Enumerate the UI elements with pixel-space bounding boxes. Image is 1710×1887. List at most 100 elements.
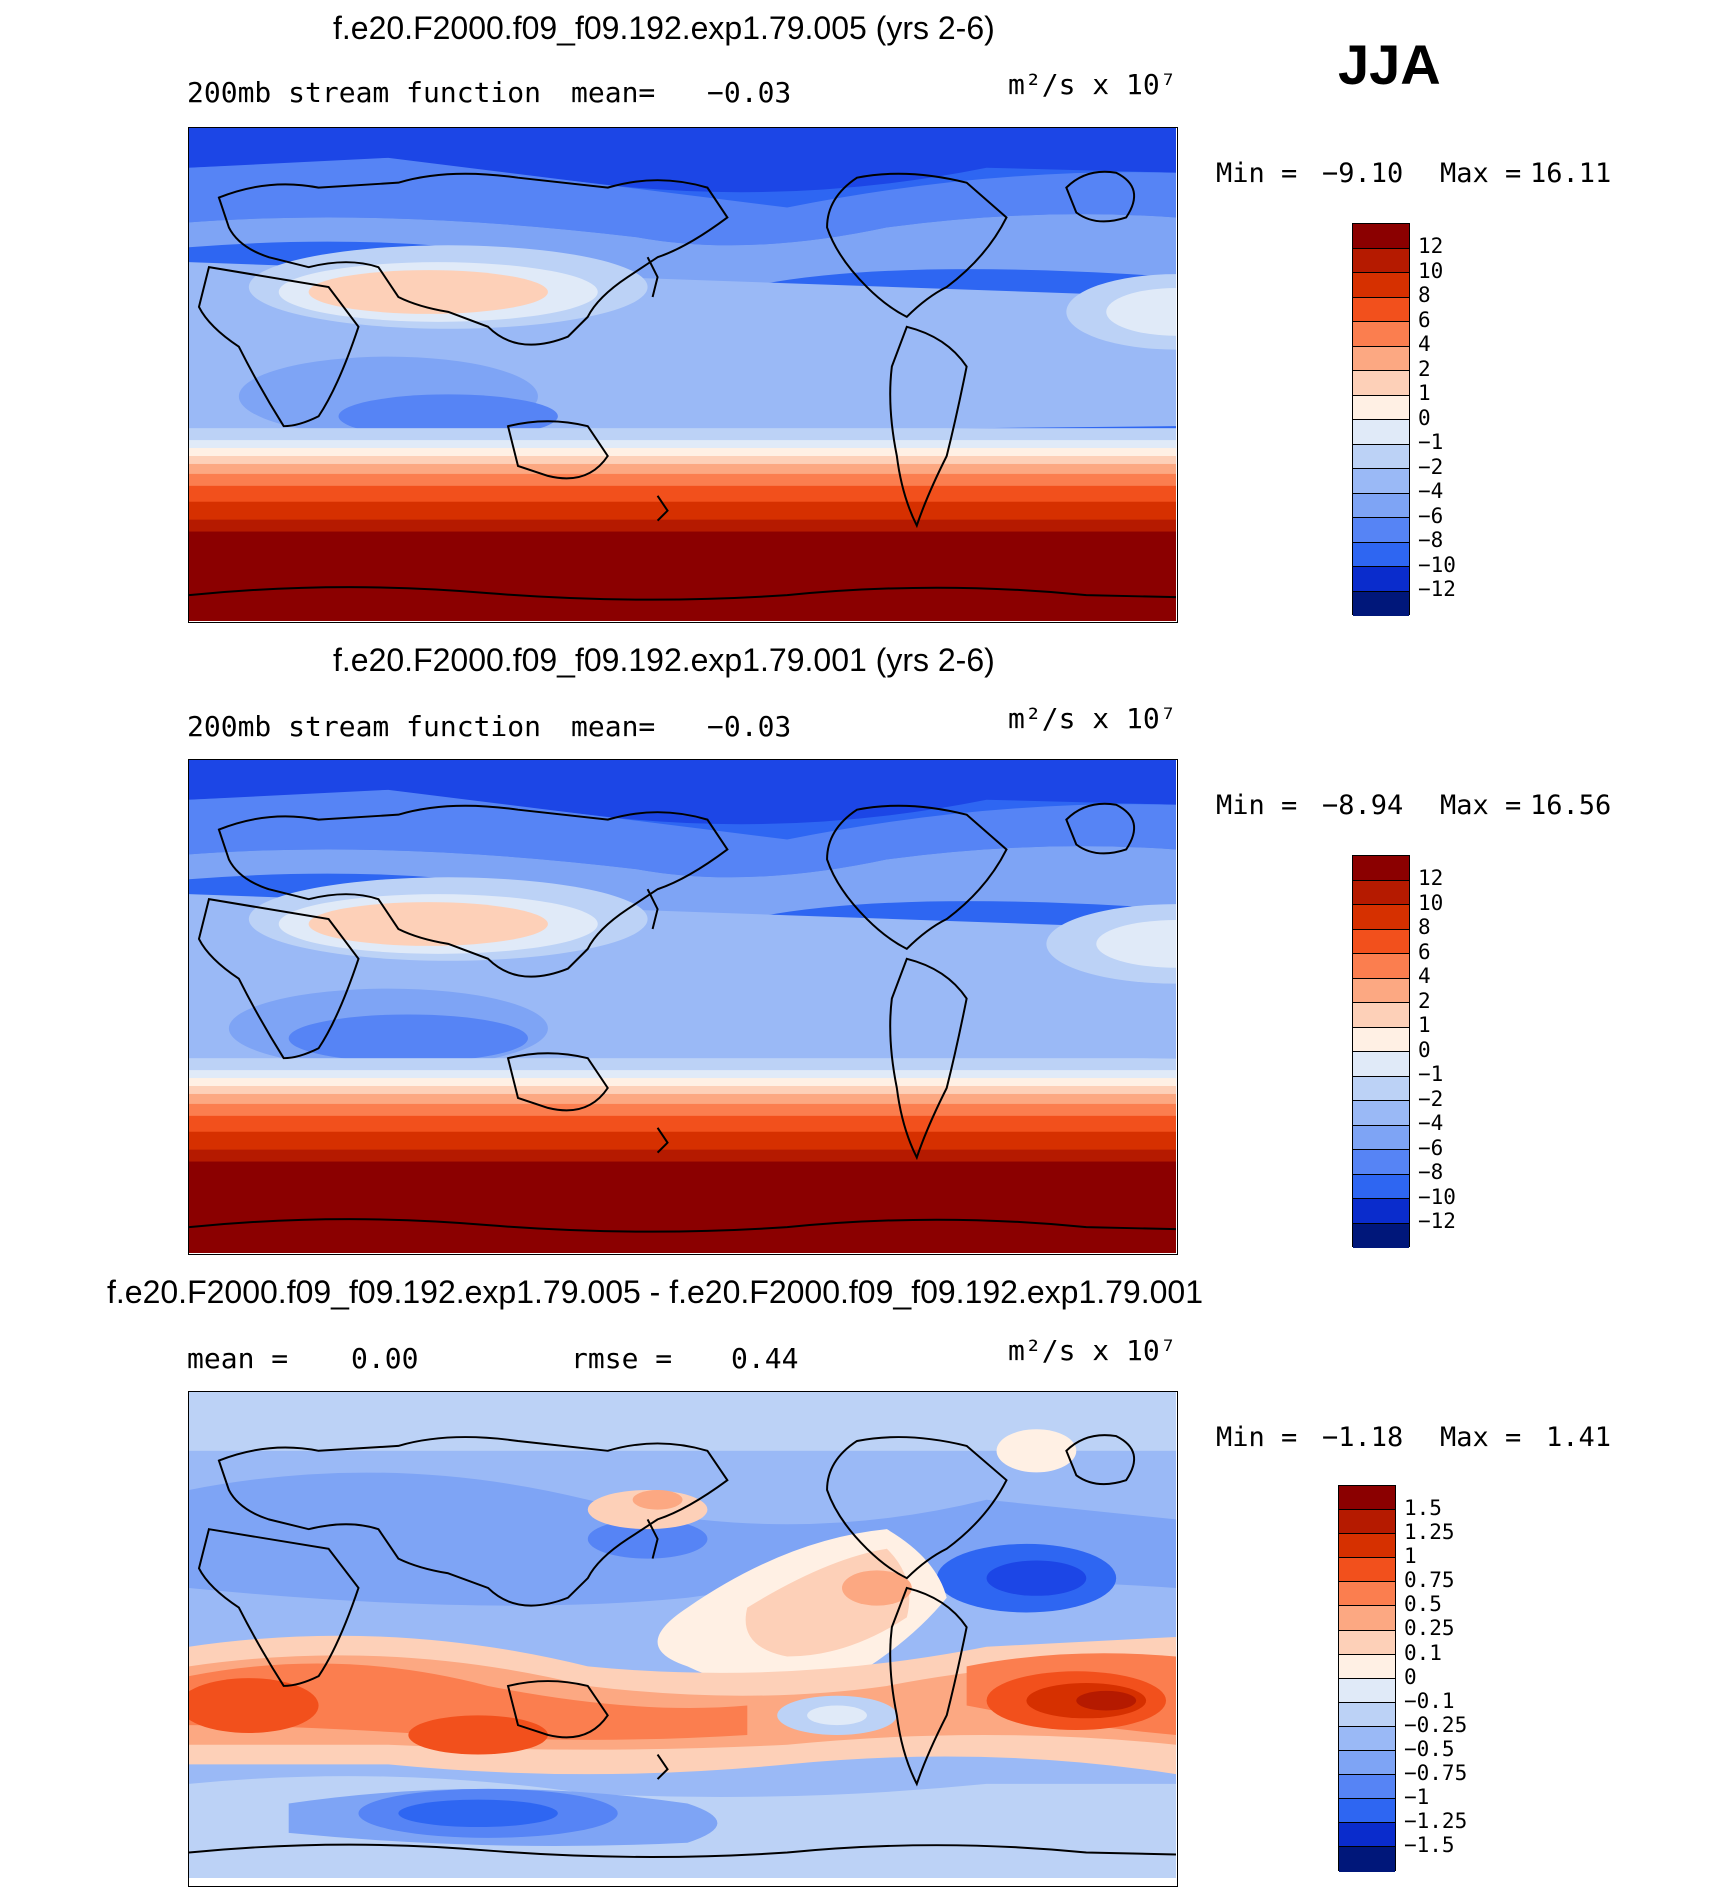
panel-1-title: f.e20.F2000.f09_f09.192.exp1.79.005 (yrs… — [333, 10, 995, 46]
swatch — [1353, 978, 1409, 1003]
colorbar-label: −10 — [1418, 552, 1456, 577]
swatch — [1353, 880, 1409, 905]
colorbar-label: 0 — [1418, 1037, 1431, 1062]
swatch — [1353, 248, 1409, 273]
panel-1-mean-label: mean= — [571, 76, 656, 109]
colorbar-label: 1.25 — [1404, 1520, 1455, 1545]
colorbar-label: −1 — [1418, 1062, 1444, 1086]
colorbar-label: −6 — [1418, 503, 1444, 528]
panel-2-title: f.e20.F2000.f09_f09.192.exp1.79.001 (yrs… — [333, 642, 995, 678]
panel-3-colorbar — [1338, 1485, 1396, 1872]
swatch — [1353, 929, 1409, 954]
swatch — [1353, 905, 1409, 930]
swatch — [1339, 1823, 1395, 1848]
panel-3-rmse-label: rmse = — [571, 1342, 673, 1375]
colorbar-label: −6 — [1418, 1135, 1444, 1160]
panel-2-mean-value: −0.03 — [707, 710, 792, 743]
panel-1-max-value: 16.11 — [1530, 158, 1612, 189]
colorbar-label: −4 — [1418, 479, 1444, 503]
panel-1-colorbar — [1352, 223, 1410, 616]
colorbar-label: 0.25 — [1404, 1616, 1455, 1641]
panel-1-max-label: Max = — [1440, 158, 1522, 189]
swatch — [1339, 1726, 1395, 1752]
colorbar-label: 8 — [1418, 283, 1431, 307]
colorbar-label: −4 — [1418, 1111, 1444, 1135]
panel-3-min-value: −1.18 — [1322, 1422, 1404, 1453]
swatch — [1339, 1751, 1395, 1776]
swatch — [1353, 1125, 1409, 1150]
panel-3-max-value: 1.41 — [1546, 1422, 1612, 1453]
panel-3-title: f.e20.F2000.f09_f09.192.exp1.79.005 - f.… — [107, 1274, 1203, 1310]
panel-2-mean-label: mean= — [571, 710, 656, 743]
panel-1-colorbar-labels: 12 10 8 6 4 2 1 0 −1 −2 −4 −6 −8 −10 −12 — [1418, 234, 1456, 602]
panel-3-units: m²/s x 10⁷ — [1008, 1334, 1177, 1367]
colorbar-label: 1 — [1404, 1544, 1417, 1569]
swatch — [1353, 1174, 1409, 1199]
panel-3-max-label: Max = — [1440, 1422, 1522, 1453]
panel-2-min-value: −8.94 — [1322, 790, 1404, 821]
colorbar-label: 6 — [1418, 939, 1431, 964]
swatch — [1353, 1101, 1409, 1126]
colorbar-label: 10 — [1418, 258, 1444, 283]
swatch — [1339, 1847, 1395, 1872]
swatch — [1339, 1678, 1395, 1703]
colorbar-label: 0.5 — [1404, 1592, 1442, 1617]
colorbar-label: 2 — [1418, 988, 1431, 1013]
swatch — [1339, 1799, 1395, 1824]
swatch — [1353, 518, 1409, 543]
colorbar-label: −1 — [1404, 1785, 1430, 1810]
swatch — [1353, 297, 1409, 322]
swatch — [1353, 1223, 1409, 1248]
swatch — [1353, 1027, 1409, 1052]
swatch — [1339, 1630, 1395, 1655]
colorbar-label: 10 — [1418, 890, 1444, 915]
colorbar-label: 4 — [1418, 964, 1431, 988]
panel-2-variable: 200mb stream function — [187, 710, 542, 743]
colorbar-label: 1 — [1418, 1013, 1431, 1037]
colorbar-label: 2 — [1418, 356, 1431, 381]
swatch — [1353, 420, 1409, 445]
colorbar-label: 1 — [1418, 381, 1431, 405]
colorbar-label: 8 — [1418, 915, 1431, 939]
panel-3-mean-label: mean = — [187, 1342, 289, 1375]
colorbar-label: −8 — [1418, 1160, 1444, 1184]
panel-1-units: m²/s x 10⁷ — [1008, 68, 1177, 101]
swatch — [1353, 1150, 1409, 1175]
panel-1-map — [188, 127, 1178, 623]
panel-3-min-label: Min = — [1216, 1422, 1298, 1453]
panel-2-colorbar-labels: 12 10 8 6 4 2 1 0 −1 −2 −4 −6 −8 −10 −12 — [1418, 866, 1456, 1234]
colorbar-label: −0.1 — [1404, 1688, 1455, 1713]
colorbar-label: 0 — [1404, 1664, 1417, 1689]
swatch — [1353, 346, 1409, 371]
swatch — [1353, 1076, 1409, 1101]
swatch — [1353, 493, 1409, 518]
swatch — [1353, 444, 1409, 469]
swatch — [1353, 954, 1409, 979]
panel-1-min-label: Min = — [1216, 158, 1298, 189]
colorbar-label: 0.1 — [1404, 1640, 1442, 1665]
colorbar-label: −0.25 — [1404, 1712, 1468, 1737]
colorbar-label: −1 — [1418, 430, 1444, 454]
panel-3-map — [188, 1391, 1178, 1887]
panel-2-max-value: 16.56 — [1530, 790, 1612, 821]
panel-2-max-label: Max = — [1440, 790, 1522, 821]
panel-3-mean-value: 0.00 — [351, 1342, 419, 1375]
colorbar-label: −12 — [1418, 1209, 1456, 1233]
swatch — [1353, 1003, 1409, 1028]
swatch — [1339, 1654, 1395, 1679]
colorbar-label: −1.25 — [1404, 1809, 1468, 1834]
swatch — [1353, 1052, 1409, 1077]
colorbar-label: 4 — [1418, 332, 1431, 356]
swatch — [1339, 1510, 1395, 1535]
swatch — [1353, 856, 1409, 881]
panel-2-units: m²/s x 10⁷ — [1008, 702, 1177, 735]
swatch — [1353, 371, 1409, 396]
swatch — [1339, 1582, 1395, 1607]
swatch — [1353, 567, 1409, 592]
colorbar-label: 12 — [1418, 234, 1444, 258]
swatch — [1353, 542, 1409, 567]
colorbar-label: 0.75 — [1404, 1568, 1455, 1593]
panel-3-rmse-value: 0.44 — [731, 1342, 799, 1375]
colorbar-label: 6 — [1418, 307, 1431, 332]
swatch — [1353, 273, 1409, 298]
